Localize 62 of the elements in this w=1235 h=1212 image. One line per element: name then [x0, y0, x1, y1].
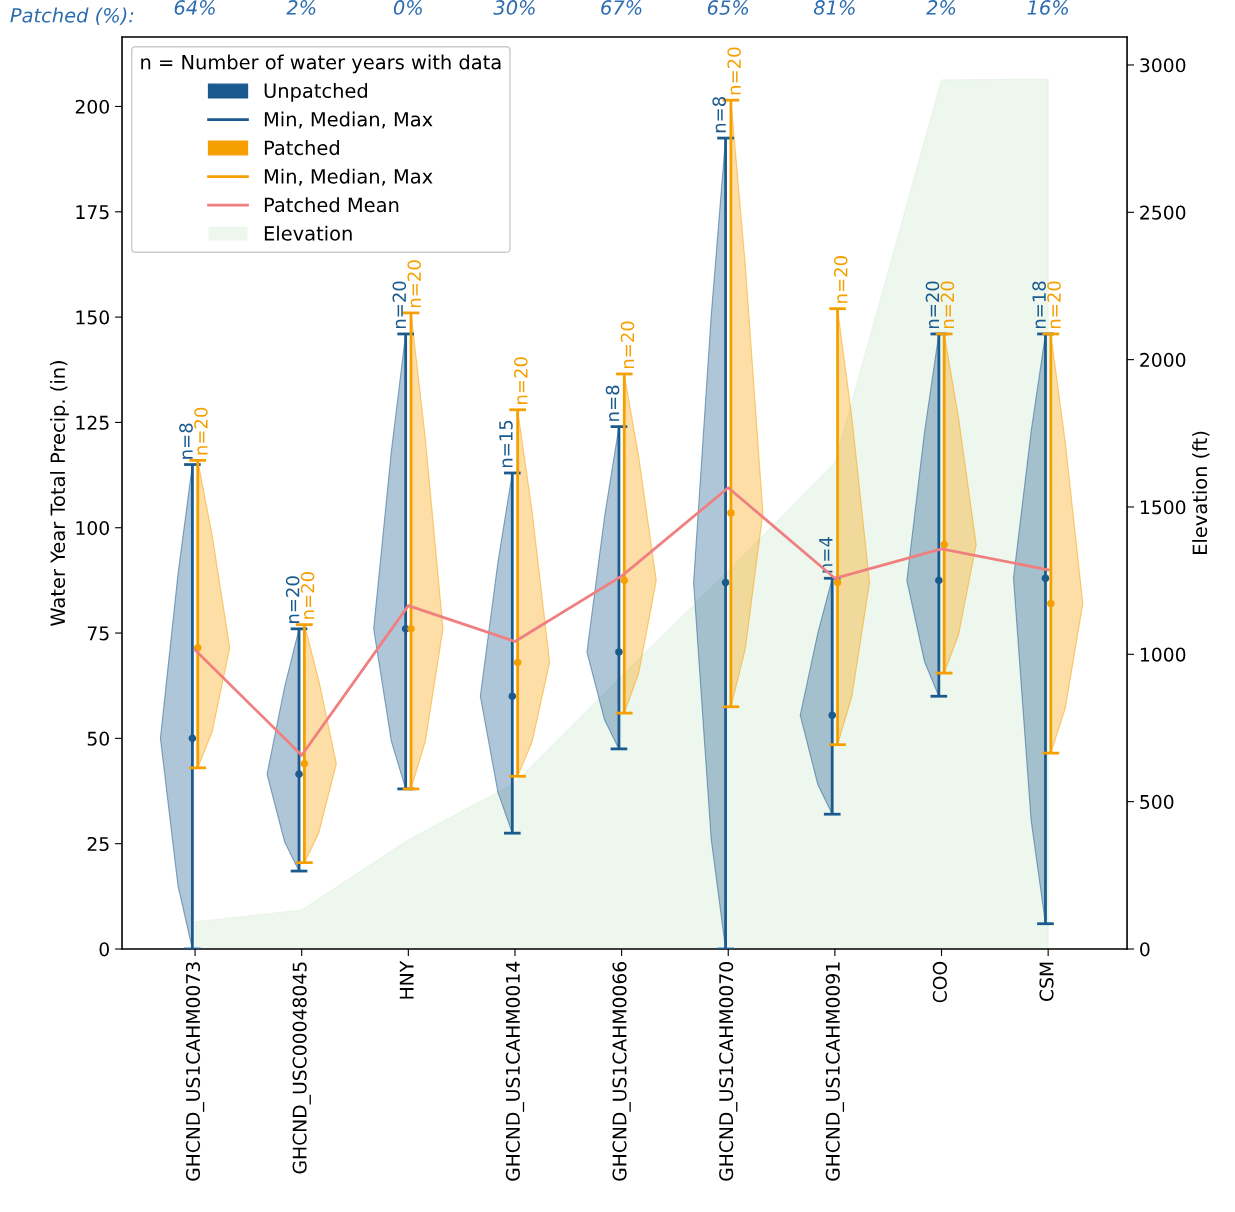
annotation: n=20 — [285, 576, 300, 623]
text: Patched (%): — [10, 7, 134, 25]
legend-label: Unpatched — [264, 83, 367, 102]
annotation: n=20 — [392, 281, 407, 329]
annotation: n=20 — [925, 281, 940, 329]
annotation: Min, Median, Max — [264, 111, 433, 129]
annotation: n=8 — [179, 423, 193, 459]
y-tick-label: 100 — [76, 520, 109, 536]
legend-label: Patched Mean — [264, 197, 399, 213]
legend-title: n = Number of water years with data — [141, 54, 501, 74]
y-tick-label: 25 — [87, 836, 109, 852]
text: 30% — [493, 0, 535, 15]
text: 2% — [926, 0, 956, 15]
text: 0% — [393, 0, 422, 15]
annotation: n=20 — [727, 47, 741, 95]
y2-tick-label: 2500 — [1140, 205, 1186, 220]
y-tick-label: 75 — [87, 626, 109, 641]
text: 2% — [286, 0, 316, 15]
y2-tick-label: 1000 — [1140, 647, 1186, 662]
legend-label: Elevation — [264, 225, 352, 241]
annotation: n=20 — [620, 321, 635, 369]
y-tick-label: 175 — [76, 205, 109, 220]
annotation: n=8 — [605, 385, 620, 421]
x-tick-label: GHCND_US1CAHM0091 — [825, 962, 845, 1181]
x-tick-label: GHCND_US1CAHM0073 — [185, 962, 205, 1181]
text: 81% — [813, 0, 855, 15]
y-tick-label: 150 — [76, 310, 109, 325]
x-tick-label: GHCND_US1CAHM0070 — [719, 962, 738, 1181]
annotation: n=20 — [194, 407, 208, 455]
annotation: n=8 — [712, 97, 727, 133]
annotation: n=20 — [833, 256, 848, 303]
text: 67% — [601, 0, 642, 15]
annotation: n=15 — [499, 420, 513, 468]
text: 65% — [707, 0, 749, 15]
annotation: n=20 — [514, 357, 528, 404]
y-tick-label: 50 — [87, 731, 109, 746]
line-series — [193, 486, 1050, 757]
annotation: n=18 — [1032, 281, 1046, 329]
y2-axis-title: Elevation (ft) — [1192, 431, 1210, 554]
y-axis-title: Water Year Total Precip. (in) — [50, 361, 69, 626]
y2-tick-label: 1500 — [1140, 500, 1186, 515]
text: 16% — [1027, 0, 1068, 15]
y2-tick-label: 3000 — [1140, 58, 1186, 73]
x-tick-label: CSM — [1039, 962, 1054, 1001]
annotation: Min, Median, Max — [264, 168, 433, 186]
y-tick-label: 125 — [76, 415, 109, 430]
y-tick-label: 0 — [99, 942, 109, 957]
y2-tick-label: 0 — [1140, 942, 1150, 957]
x-tick-label: HNY — [399, 960, 414, 999]
annotation: n=20 — [940, 281, 955, 329]
y2-tick-label: 500 — [1140, 794, 1174, 810]
x-tick-label: GHCND_US1CAHM0066 — [612, 961, 631, 1181]
annotation: n=20 — [1047, 281, 1061, 329]
x-tick-label: GHCND_USC00048045 — [292, 962, 311, 1174]
legend-label: Patched — [264, 140, 339, 156]
annotation: n=20 — [407, 260, 422, 308]
y2-tick-label: 2000 — [1140, 352, 1186, 368]
annotation: n=20 — [300, 572, 315, 619]
text: 64% — [174, 0, 215, 15]
y-tick-label: 200 — [75, 99, 109, 114]
x-tick-label: GHCND_US1CAHM0014 — [505, 961, 525, 1181]
x-tick-label: COO — [932, 961, 947, 1003]
